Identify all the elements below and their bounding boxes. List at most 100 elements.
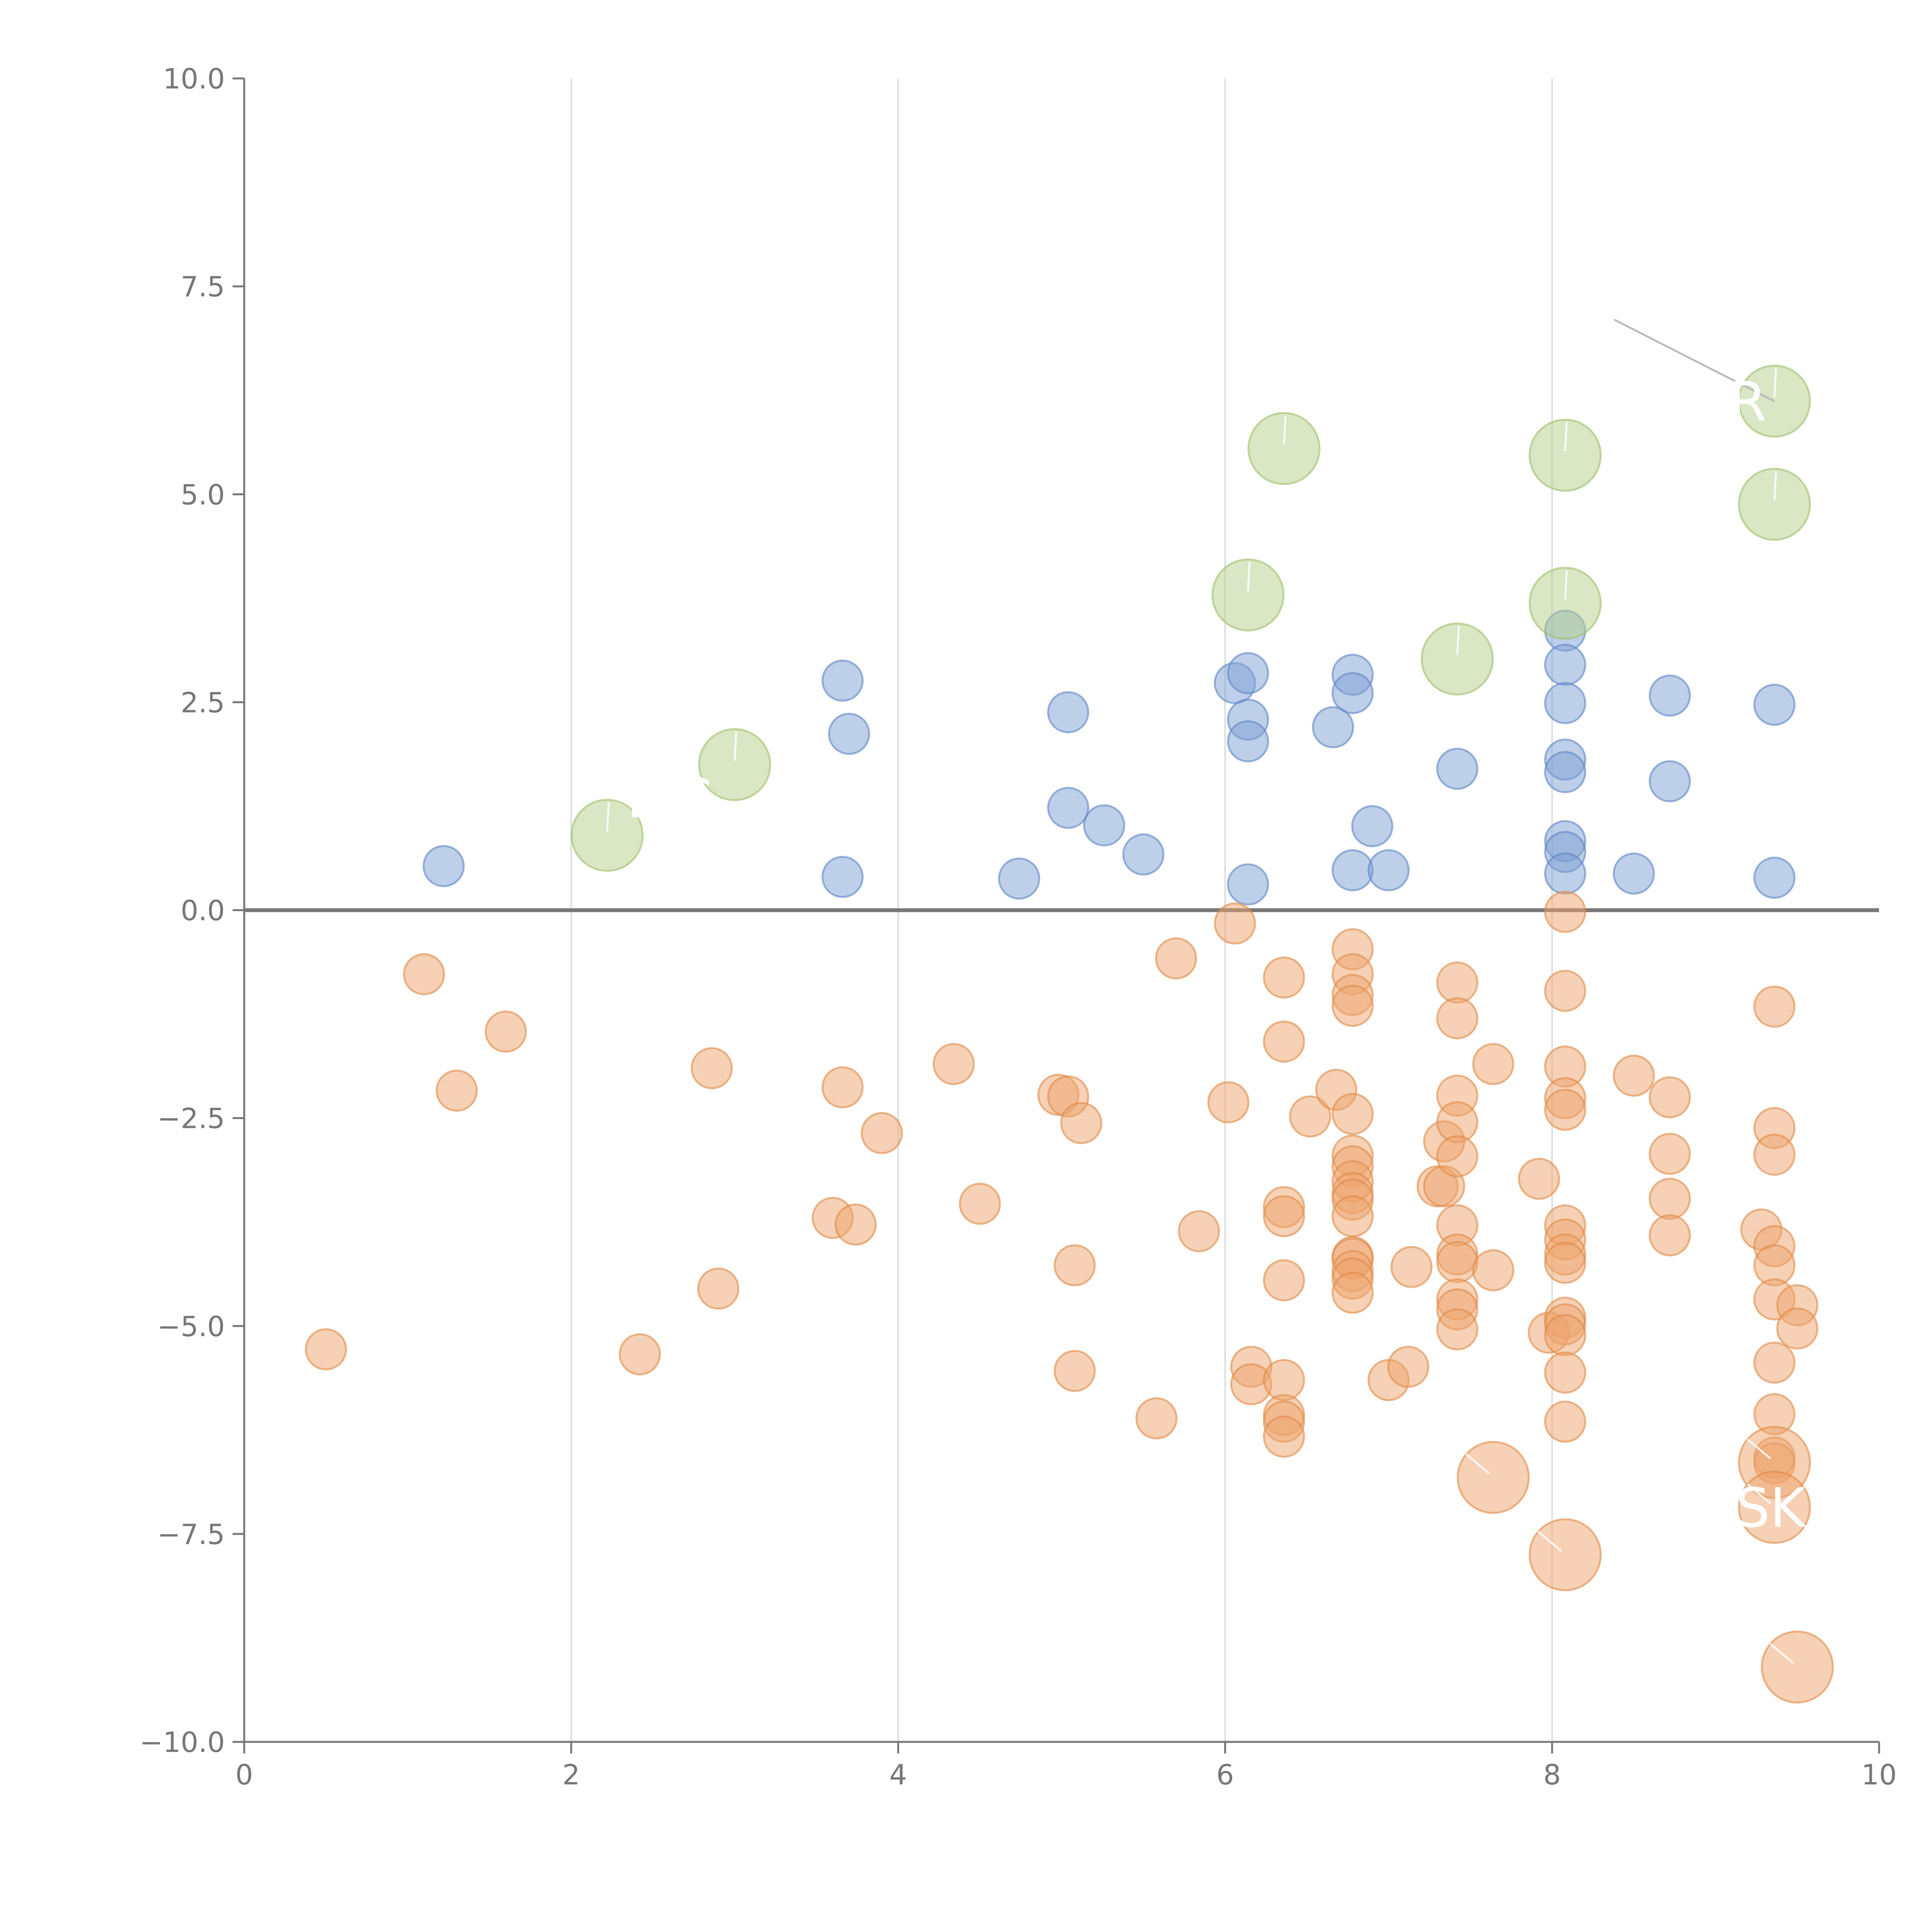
data-point-negative: [1753, 1133, 1796, 1176]
data-point-positive: [828, 713, 870, 755]
x-tick-label: 2: [562, 1759, 580, 1791]
data-point-negative: [1436, 1135, 1478, 1178]
data-point-positive: [1753, 684, 1796, 726]
data-point-positive: [1351, 805, 1393, 847]
data-point-negative: [959, 1182, 1001, 1225]
data-point-negative: [821, 1066, 864, 1109]
data-point-negative: [1544, 1242, 1587, 1284]
data-point-positive: [1083, 804, 1126, 847]
data-point-negative: [690, 1047, 733, 1089]
data-point-negative: [1207, 1081, 1250, 1124]
data-point-negative: [1436, 1308, 1478, 1350]
bubble-leader: [1456, 626, 1460, 655]
y-tick-label: −7.5: [157, 1518, 225, 1551]
data-point-positive: [1544, 751, 1587, 793]
data-point-negative: [1214, 902, 1256, 945]
annotation-leader: [1614, 318, 1775, 402]
data-point-negative: [932, 1043, 975, 1085]
data-point-highlight-negative: [1760, 1630, 1834, 1704]
y-tick-label: −10.0: [139, 1726, 225, 1759]
bubble-leader: [1769, 1643, 1794, 1664]
data-point-negative: [1544, 969, 1587, 1012]
data-point-highlight-positive: [1529, 566, 1602, 640]
data-point-positive: [1312, 706, 1354, 748]
bubble-leader: [1283, 415, 1287, 445]
bubble-leader: [1747, 1483, 1771, 1504]
data-point-negative: [1544, 1314, 1587, 1356]
data-point-negative: [1263, 1195, 1305, 1238]
bubble-leader: [1564, 570, 1568, 600]
data-point-highlight-positive: [1529, 418, 1602, 492]
bubble-leader: [1773, 471, 1777, 501]
x-tick-label: 0: [235, 1759, 253, 1791]
data-point-negative: [1263, 956, 1305, 999]
data-point-negative: [1753, 985, 1796, 1028]
data-point-negative: [1472, 1043, 1514, 1085]
y-tick-label: 5.0: [180, 478, 225, 511]
data-point-positive: [1332, 672, 1374, 714]
data-point-highlight-positive: [1211, 558, 1285, 632]
data-point-negative: [1155, 937, 1197, 980]
bubble-leader: [1465, 1453, 1490, 1475]
data-point-positive: [1227, 720, 1269, 763]
data-point-negative: [1472, 1249, 1514, 1292]
y-tick-label: −2.5: [157, 1102, 225, 1135]
annotation-label: CR: [1691, 371, 1767, 434]
data-point-highlight-negative: [1738, 1471, 1811, 1544]
annotation-label: SK: [1736, 1477, 1807, 1540]
data-point-negative: [1436, 961, 1478, 1004]
data-point-negative: [1612, 1054, 1655, 1097]
y-tick-label: 10.0: [163, 63, 225, 95]
y-tick-label: 2.5: [180, 686, 225, 719]
data-point-highlight-positive: [1247, 412, 1321, 485]
data-point-negative: [1436, 1241, 1478, 1283]
y-tick-label: 7.5: [180, 270, 225, 303]
data-point-negative: [1648, 1076, 1691, 1119]
data-point-highlight-positive: [1420, 622, 1494, 696]
data-point-negative: [1436, 997, 1478, 1039]
bubble-leader: [606, 802, 610, 832]
data-point-negative: [1135, 1397, 1178, 1440]
bubble-leader: [1747, 1438, 1771, 1459]
data-point-negative: [435, 1070, 478, 1112]
data-point-negative: [1544, 1351, 1587, 1394]
data-point-negative: [1332, 1195, 1374, 1238]
data-point-positive: [1753, 857, 1796, 899]
data-point-negative: [1518, 1158, 1560, 1200]
data-point-negative: [619, 1333, 661, 1376]
annotation-label: L C: [627, 767, 712, 830]
bubble-leader: [1247, 562, 1251, 591]
data-point-positive: [1227, 652, 1269, 694]
data-point-positive: [821, 659, 864, 702]
data-point-positive: [1648, 760, 1691, 803]
axis-layer: 0 2 4 6 8 10 10.0 7.5 5.0 2.5 0.0 −2.5 −5.0 −7.5 −10.0: [139, 63, 1896, 1791]
data-point-negative: [861, 1112, 903, 1154]
data-point-positive: [1436, 748, 1478, 790]
data-point-negative: [1332, 985, 1374, 1027]
x-tick-label: 10: [1861, 1759, 1897, 1791]
data-point-positive: [422, 845, 465, 887]
data-point-highlight-negative: [1529, 1518, 1602, 1592]
data-point-negative: [1544, 1400, 1587, 1443]
bubble-leader: [733, 731, 737, 761]
data-point-highlight-negative: [1456, 1441, 1530, 1514]
y-tick-label: 0.0: [180, 895, 225, 927]
data-point-negative: [834, 1203, 877, 1246]
data-point-positive: [1544, 852, 1587, 895]
data-point-negative: [1332, 1272, 1374, 1314]
bubble-leader: [1564, 422, 1568, 452]
data-point-positive: [1227, 863, 1269, 906]
data-point-negative: [1053, 1244, 1096, 1287]
points-layer: [305, 364, 1834, 1704]
data-point-positive: [1332, 849, 1374, 891]
data-point-negative: [1263, 1415, 1305, 1458]
data-point-negative: [1263, 1020, 1305, 1063]
data-point-highlight-positive: [570, 799, 644, 872]
data-point-positive: [1122, 833, 1165, 876]
data-point-negative: [697, 1267, 740, 1310]
annotation-layer: CR SK L C: [606, 318, 1807, 1664]
data-point-negative: [1060, 1102, 1102, 1145]
data-point-positive: [1612, 852, 1655, 895]
